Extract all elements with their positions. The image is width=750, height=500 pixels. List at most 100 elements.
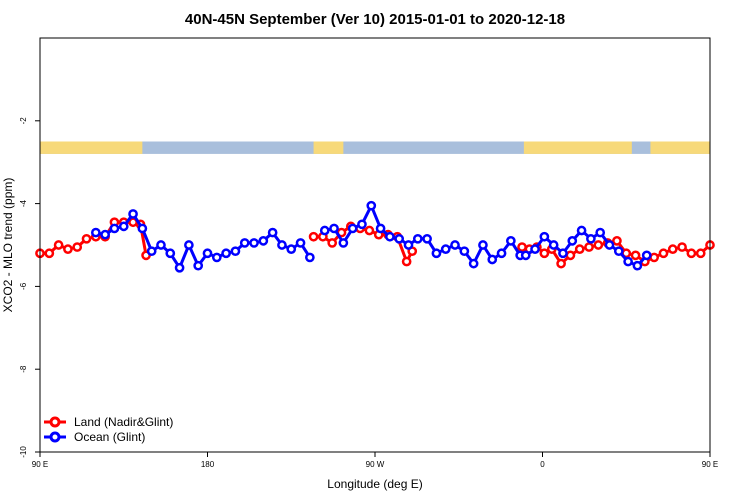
- data-point-ocean: [357, 219, 367, 230]
- x-axis: 90 E 180 90 W 0 90 E: [32, 452, 718, 469]
- land-ocean-strip: [40, 141, 710, 154]
- y-axis-label: XCO2 - MLO trend (ppm): [1, 178, 15, 313]
- data-point-ocean: [632, 260, 643, 271]
- data-point-land: [539, 248, 550, 259]
- data-point-land: [658, 248, 669, 259]
- series-group: [35, 200, 715, 273]
- data-point-land: [649, 252, 660, 263]
- x-tick-label: 90 E: [32, 460, 48, 469]
- legend-label-land: Land (Nadir&Glint): [74, 415, 173, 429]
- legend-marker-ocean: [49, 431, 61, 443]
- data-point-ocean: [100, 229, 110, 240]
- data-point-ocean: [459, 246, 470, 257]
- legend-marker-land: [49, 416, 61, 428]
- data-point-ocean: [530, 244, 540, 254]
- data-point-ocean: [576, 225, 587, 236]
- data-point-ocean: [295, 238, 306, 248]
- data-point-ocean: [385, 231, 395, 242]
- x-tick-label: 180: [201, 460, 215, 469]
- data-point-ocean: [496, 248, 507, 259]
- data-point-ocean: [604, 240, 615, 250]
- data-point-land: [327, 238, 338, 248]
- data-point-ocean: [623, 256, 633, 267]
- x-tick-label: 0: [540, 460, 545, 469]
- data-point-ocean: [586, 233, 596, 244]
- data-point-land: [667, 244, 678, 254]
- data-point-land: [517, 242, 527, 252]
- data-point-ocean: [109, 223, 120, 234]
- data-point-land: [44, 248, 55, 259]
- data-point-land: [574, 244, 585, 254]
- data-point-land: [401, 256, 412, 267]
- legend: Land (Nadir&Glint) Ocean (Glint): [44, 415, 173, 444]
- data-point-land: [364, 225, 375, 236]
- data-point-land: [53, 240, 64, 250]
- data-point-ocean: [156, 240, 166, 250]
- data-point-ocean: [567, 236, 578, 246]
- data-point-ocean: [440, 244, 451, 254]
- data-point-ocean: [329, 223, 339, 234]
- series-line-ocean: [95, 212, 312, 270]
- data-point-ocean: [211, 252, 222, 263]
- data-point-land: [612, 236, 622, 246]
- data-point-ocean: [394, 233, 405, 244]
- data-point-land: [81, 233, 92, 244]
- data-point-ocean: [174, 262, 185, 273]
- data-point-ocean: [506, 236, 516, 246]
- data-point-ocean: [450, 240, 460, 250]
- data-point-ocean: [267, 227, 278, 238]
- data-point-land: [308, 231, 319, 242]
- data-point-ocean: [431, 248, 442, 259]
- data-point-ocean: [366, 200, 377, 211]
- data-point-ocean: [539, 231, 550, 242]
- data-point-land: [593, 240, 604, 250]
- data-point-ocean: [558, 248, 568, 259]
- data-point-ocean: [221, 248, 231, 259]
- y-tick-label: -2: [19, 117, 28, 125]
- data-point-ocean: [375, 223, 386, 234]
- data-point-ocean: [258, 236, 269, 246]
- chart-title: 40N-45N September (Ver 10) 2015-01-01 to…: [185, 11, 565, 28]
- strip-land-0: [40, 141, 143, 154]
- data-point-ocean: [520, 250, 531, 261]
- data-point-ocean: [548, 240, 559, 250]
- strip-land-1: [313, 141, 344, 154]
- y-axis: -2 -4 -6 -8 -10: [19, 117, 40, 458]
- data-point-ocean: [239, 238, 250, 248]
- data-point-land: [677, 242, 687, 252]
- x-axis-label: Longitude (deg E): [327, 477, 422, 491]
- y-tick-label: -4: [19, 199, 28, 207]
- data-point-ocean: [338, 238, 349, 248]
- data-point-land: [686, 248, 697, 259]
- x-tick-label: 90 E: [702, 460, 718, 469]
- data-point-ocean: [487, 254, 498, 265]
- data-point-ocean: [422, 233, 432, 244]
- data-point-ocean: [286, 244, 297, 254]
- data-point-land: [63, 244, 73, 254]
- strip-land-3: [650, 141, 710, 154]
- data-point-ocean: [90, 227, 101, 238]
- data-point-ocean: [277, 240, 287, 250]
- data-point-ocean: [403, 240, 414, 250]
- data-point-ocean: [230, 246, 241, 257]
- data-point-ocean: [468, 258, 479, 269]
- data-point-ocean: [412, 233, 423, 244]
- data-point-ocean: [613, 246, 624, 257]
- data-point-ocean: [118, 221, 129, 232]
- data-point-ocean: [249, 238, 259, 248]
- data-point-land: [630, 250, 641, 261]
- legend-label-ocean: Ocean (Glint): [74, 430, 145, 444]
- data-point-ocean: [478, 240, 488, 250]
- strip-land-2: [523, 141, 632, 154]
- data-point-land: [556, 258, 566, 269]
- data-point-ocean: [165, 248, 176, 259]
- data-point-ocean: [146, 246, 157, 257]
- x-tick-label: 90 W: [366, 460, 385, 469]
- data-point-ocean: [305, 252, 315, 263]
- data-point-ocean: [319, 225, 330, 236]
- data-point-ocean: [202, 248, 213, 259]
- data-point-land: [565, 250, 576, 261]
- data-point-ocean: [128, 209, 138, 219]
- data-point-ocean: [193, 260, 204, 271]
